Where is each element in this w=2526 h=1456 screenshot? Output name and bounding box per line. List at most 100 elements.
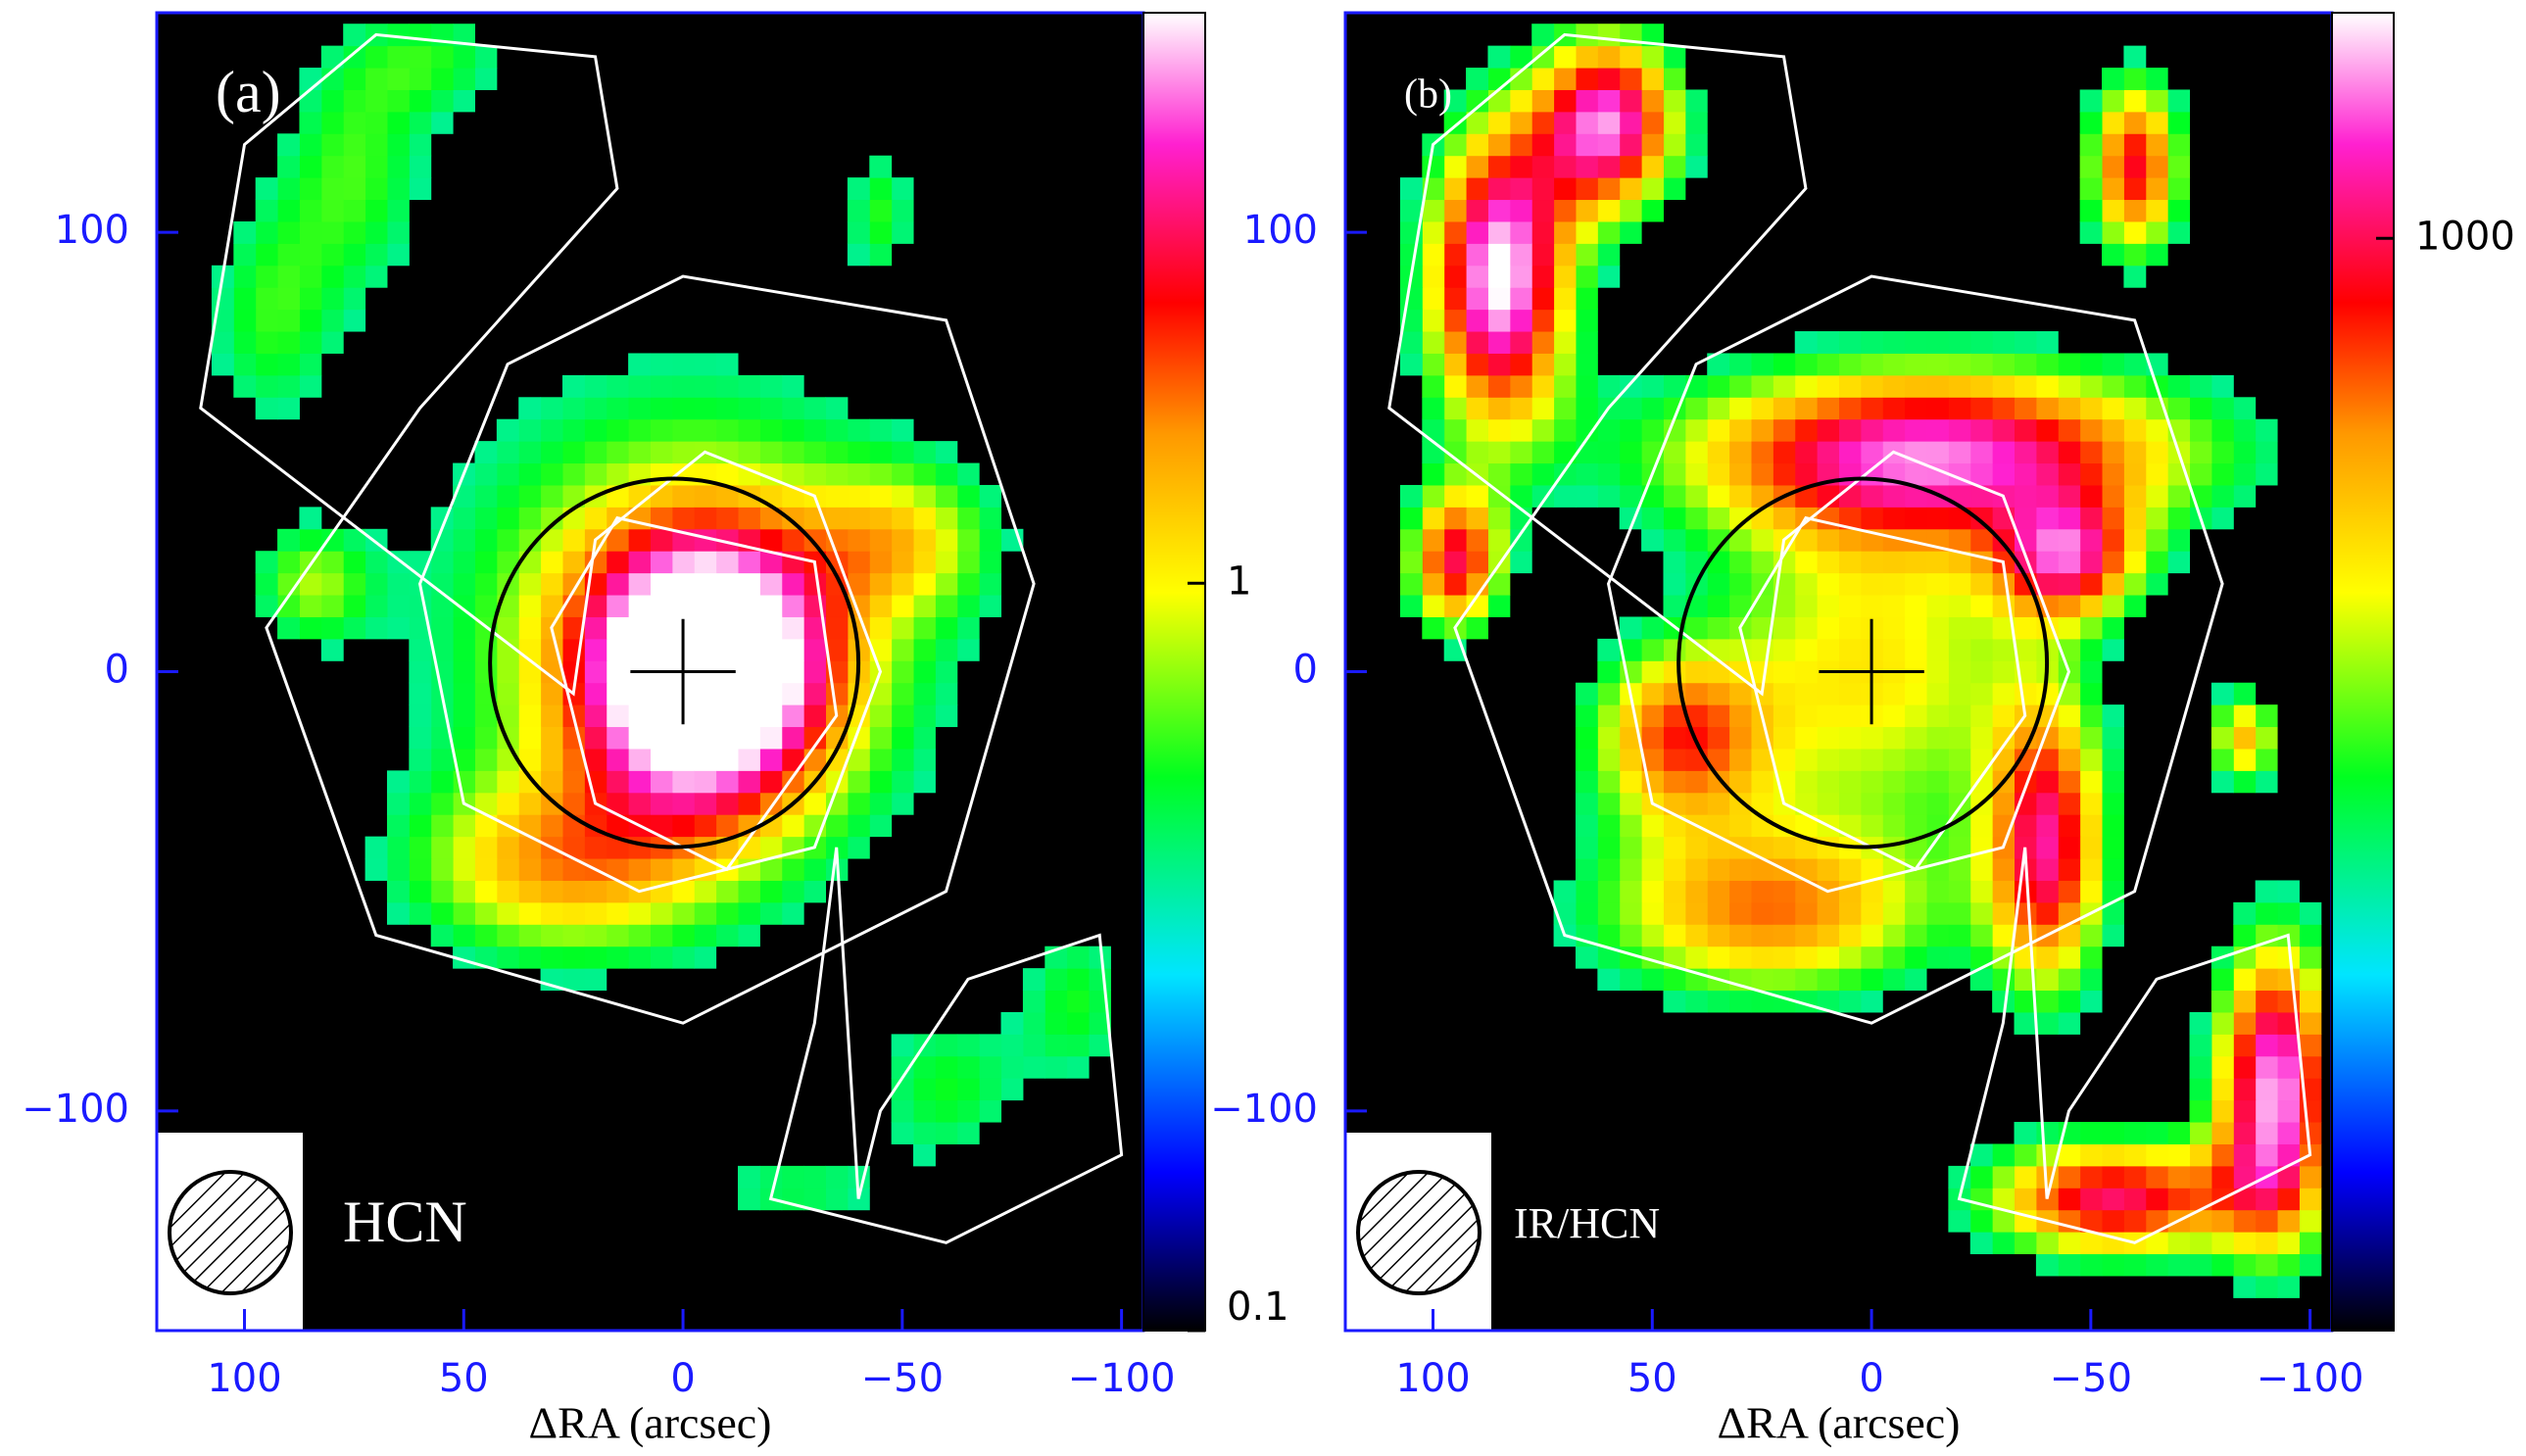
map-pixel [935,1055,958,1079]
map-pixel [694,682,717,705]
map-pixel [715,726,739,750]
map-pixel [2035,858,2059,881]
map-pixel [1728,704,1752,728]
map-pixel [299,353,322,376]
map-pixel [1948,770,1971,794]
map-pixel [2167,374,2191,398]
map-pixel [1882,572,1906,596]
map-pixel [979,551,1002,574]
map-pixel [453,89,475,113]
map-pixel [343,220,366,244]
map-pixel [1575,374,1598,398]
map-pixel [1728,682,1752,705]
map-pixel [803,528,827,552]
map-pixel [1466,243,1488,267]
map-pixel [1728,572,1752,596]
map-pixel [474,660,498,684]
map-pixel [1794,682,1818,705]
pixel-map [1399,24,2322,1298]
map-pixel [364,111,388,134]
map-pixel [584,682,607,705]
map-pixel [2035,353,2059,376]
map-pixel [2210,484,2234,508]
map-pixel [496,858,519,881]
map-pixel [2145,484,2168,508]
map-pixel [1750,616,1773,640]
map-pixel [1663,133,1686,157]
map-pixel [1466,353,1488,376]
map-pixel [1728,595,1752,617]
map-pixel [2189,462,2212,486]
map-pixel [759,726,783,750]
map-pixel [1619,418,1642,442]
map-pixel [2102,220,2124,244]
map-pixel [2035,814,2059,838]
map-pixel [453,45,475,69]
map-pixel [1597,704,1621,728]
map-pixel [2102,704,2124,728]
map-pixel [1487,133,1511,157]
y-tick-label: −100 [1210,1087,1318,1132]
map-pixel [584,397,607,420]
map-pixel [1728,374,1752,398]
map-pixel [1882,704,1906,728]
map-pixel [1641,638,1664,661]
map-pixel [1794,704,1818,728]
map-pixel [1948,353,1971,376]
map-pixel [518,946,542,969]
map-pixel [759,441,783,464]
map-pixel [1487,441,1511,464]
map-pixel [1487,353,1511,376]
map-pixel [715,792,739,815]
map-pixel [1663,968,1686,992]
map-pixel [2210,1055,2234,1079]
map-pixel [2079,726,2103,750]
map-pixel [1926,660,1949,684]
map-pixel [1904,528,1927,552]
map-pixel [2014,397,2037,420]
map-pixel [738,836,760,859]
map-pixel [409,45,432,69]
map-pixel [277,397,300,420]
map-pixel [1466,418,1488,442]
map-pixel [2123,353,2147,376]
map-pixel [1663,836,1686,859]
map-pixel [1838,397,1862,420]
map-pixel [1860,595,1883,617]
map-pixel [1575,89,1598,113]
map-pixel [409,792,432,815]
map-pixel [1575,287,1598,311]
map-pixel [1728,660,1752,684]
map-pixel [496,462,519,486]
map-pixel [430,68,454,90]
map-pixel [1707,441,1730,464]
map-pixel [386,792,410,815]
map-pixel [825,595,849,617]
map-pixel [540,726,563,750]
map-pixel [1948,880,1971,903]
map-pixel [606,638,629,661]
map-pixel [299,133,322,157]
map-pixel [694,792,717,815]
map-pixel [540,572,563,596]
map-pixel [1684,418,1708,442]
map-pixel [979,507,1002,530]
map-pixel [1399,331,1423,354]
map-pixel [561,484,585,508]
map-pixel [803,748,827,771]
map-pixel [1817,770,1839,794]
map-pixel [1641,901,1664,925]
map-pixel [606,924,629,947]
map-pixel [956,551,980,574]
map-pixel [781,1165,804,1189]
map-pixel [2079,748,2103,771]
map-pixel [430,836,454,859]
map-pixel [781,660,804,684]
map-pixel [869,572,893,596]
map-pixel [1553,111,1577,134]
map-pixel [1684,880,1708,903]
map-pixel [869,726,893,750]
map-pixel [1882,616,1906,640]
map-pixel [2145,507,2168,530]
map-pixel [277,374,300,398]
